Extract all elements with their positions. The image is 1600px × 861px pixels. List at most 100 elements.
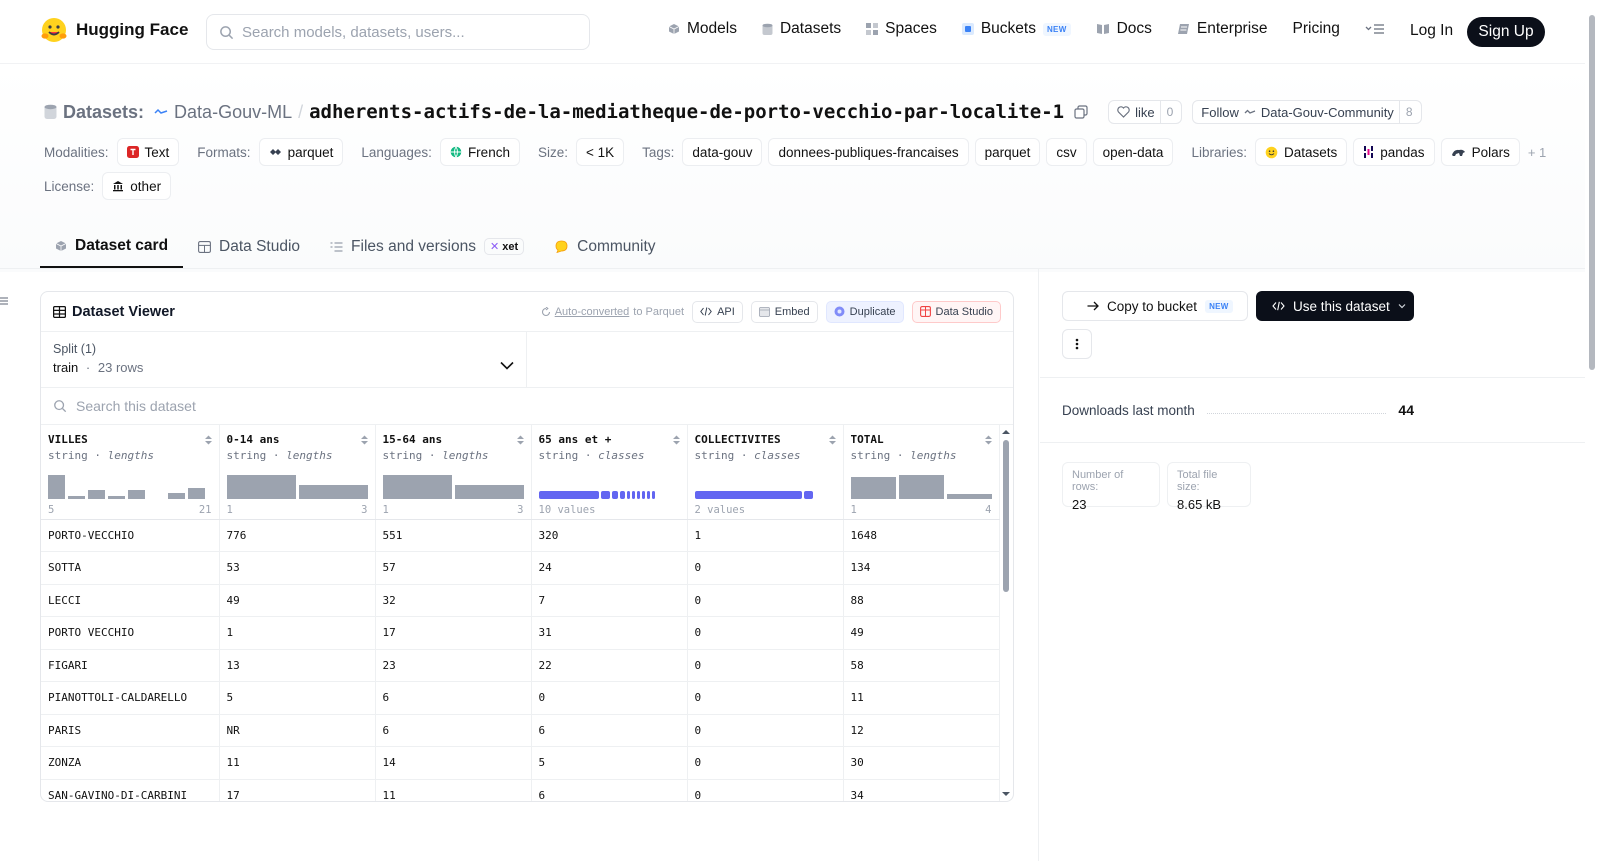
table-cell[interactable]: 14 — [375, 746, 532, 780]
table-cell[interactable]: 1648 — [843, 519, 1000, 552]
table-cell[interactable]: SAN-GAVINO-DI-CARBINI — [41, 779, 220, 801]
table-cell[interactable]: 31 — [531, 616, 688, 650]
tag-item[interactable]: data-gouv — [682, 138, 763, 166]
dataset-search[interactable] — [41, 388, 1013, 425]
tab-community[interactable]: Community — [539, 225, 670, 268]
table-cell[interactable]: 0 — [687, 681, 844, 715]
library-pandas[interactable]: pandas — [1353, 138, 1435, 166]
table-row[interactable]: SAN-GAVINO-DI-CARBINI 17 11 6 0 34 — [41, 779, 1000, 801]
column-header[interactable]: 15-64 ans string · lengths 1 3 — [375, 425, 532, 520]
class-segment[interactable] — [646, 490, 650, 499]
class-segment[interactable] — [626, 490, 630, 499]
follow-button[interactable]: Follow Data-Gouv-Community 8 — [1192, 100, 1422, 124]
table-scrollbar[interactable] — [1001, 428, 1011, 800]
repo-org-link[interactable]: Data-Gouv-ML — [174, 101, 293, 122]
table-cell[interactable]: 53 — [219, 551, 376, 585]
library-polars[interactable]: Polars — [1440, 138, 1520, 166]
table-cell[interactable]: PARIS — [41, 714, 220, 747]
histogram-bar[interactable] — [454, 485, 524, 499]
table-row[interactable]: ZONZA 11 14 5 0 30 — [41, 746, 1000, 780]
column-header[interactable]: TOTAL string · lengths 1 4 — [843, 425, 1000, 520]
scroll-up-icon[interactable] — [1001, 428, 1011, 436]
nav-models[interactable]: Models — [668, 20, 737, 38]
table-row[interactable]: PORTO VECCHIO 1 17 31 0 49 — [41, 616, 1000, 650]
table-cell[interactable]: 0 — [687, 779, 844, 801]
table-cell[interactable]: 34 — [843, 779, 1000, 801]
table-cell[interactable]: 88 — [843, 584, 1000, 617]
tab-data-studio[interactable]: Data Studio — [183, 225, 315, 268]
data-studio-button[interactable]: Data Studio — [911, 300, 1001, 323]
table-cell[interactable]: 11 — [219, 746, 376, 780]
class-segment[interactable] — [636, 490, 640, 499]
sort-icon[interactable] — [516, 434, 525, 446]
table-row[interactable]: FIGARI 13 23 22 0 58 — [41, 649, 1000, 682]
table-row[interactable]: LECCI 49 32 7 0 88 — [41, 584, 1000, 617]
nav-docs[interactable]: Docs — [1096, 20, 1152, 38]
class-segment[interactable] — [619, 490, 625, 499]
class-segment[interactable] — [803, 490, 813, 499]
table-cell[interactable]: 11 — [375, 779, 532, 801]
table-cell[interactable]: 1 — [687, 519, 844, 552]
table-scrollbar-thumb[interactable] — [1003, 440, 1009, 592]
table-cell[interactable]: 0 — [687, 616, 844, 650]
page-scrollbar-thumb[interactable] — [1589, 15, 1595, 370]
table-cell[interactable]: 12 — [843, 714, 1000, 747]
column-header[interactable]: VILLES string · lengths 5 21 — [41, 425, 220, 520]
modality-tag[interactable]: Text — [116, 138, 180, 166]
histogram-bar[interactable] — [88, 489, 105, 499]
table-cell[interactable]: 49 — [843, 616, 1000, 650]
class-segment[interactable] — [611, 490, 618, 499]
size-tag[interactable]: < 1K — [575, 138, 625, 166]
table-cell[interactable]: FIGARI — [41, 649, 220, 682]
brand-logo[interactable]: Hugging Face — [40, 16, 188, 44]
api-button[interactable]: API — [692, 300, 743, 323]
duplicate-button[interactable]: Duplicate — [825, 300, 904, 323]
table-cell[interactable]: 23 — [375, 649, 532, 682]
more-options-button[interactable] — [1062, 329, 1092, 359]
class-segment[interactable] — [641, 490, 645, 499]
histogram-bar[interactable] — [382, 474, 452, 499]
split-selector[interactable]: Split (1) train · 23 rows — [41, 332, 527, 387]
table-row[interactable]: PARIS NR 6 6 0 12 — [41, 714, 1000, 747]
class-segment[interactable] — [600, 490, 610, 499]
table-cell[interactable]: 0 — [687, 551, 844, 585]
histogram-bar[interactable] — [68, 495, 85, 499]
language-tag[interactable]: French — [439, 138, 520, 166]
format-tag[interactable]: parquet — [258, 138, 344, 166]
embed-button[interactable]: Embed — [750, 300, 818, 323]
table-cell[interactable]: 57 — [375, 551, 532, 585]
histogram-bar[interactable] — [226, 474, 296, 499]
table-cell[interactable]: 32 — [375, 584, 532, 617]
class-distribution-bar[interactable] — [538, 490, 655, 499]
side-menu-toggle-icon[interactable] — [0, 296, 10, 306]
histogram-bar[interactable] — [850, 476, 896, 499]
table-cell[interactable]: LECCI — [41, 584, 220, 617]
sort-icon[interactable] — [672, 434, 681, 446]
nav-datasets[interactable]: Datasets — [762, 20, 841, 38]
table-cell[interactable]: 776 — [219, 519, 376, 552]
nav-enterprise[interactable]: Enterprise — [1177, 20, 1268, 38]
nav-spaces[interactable]: Spaces — [866, 20, 937, 38]
histogram-bar[interactable] — [946, 494, 992, 499]
table-cell[interactable]: 24 — [531, 551, 688, 585]
global-search[interactable] — [206, 14, 590, 50]
table-row[interactable]: SOTTA 53 57 24 0 134 — [41, 551, 1000, 585]
sort-icon[interactable] — [360, 434, 369, 446]
copy-to-bucket-button[interactable]: Copy to bucket NEW — [1062, 291, 1248, 321]
table-cell[interactable]: 0 — [687, 584, 844, 617]
libraries-more[interactable]: + 1 — [1527, 144, 1547, 160]
histogram-bar[interactable] — [108, 495, 125, 499]
scroll-down-icon[interactable] — [1001, 790, 1011, 798]
table-cell[interactable]: 0 — [687, 746, 844, 780]
tag-item[interactable]: open-data — [1092, 138, 1174, 166]
table-cell[interactable]: 7 — [531, 584, 688, 617]
copy-icon[interactable] — [1074, 105, 1088, 119]
tab-files[interactable]: Files and versions ✕ xet — [315, 225, 539, 268]
tag-item[interactable]: parquet — [974, 138, 1041, 166]
class-segment[interactable] — [694, 490, 802, 499]
table-row[interactable]: PORTO-VECCHIO 776 551 320 1 1648 — [41, 519, 1000, 552]
table-row[interactable]: PIANOTTOLI-CALDARELLO 5 6 0 0 11 — [41, 681, 1000, 715]
table-cell[interactable]: 6 — [375, 681, 532, 715]
tab-dataset-card[interactable]: Dataset card — [40, 225, 184, 268]
login-link[interactable]: Log In — [1410, 22, 1454, 39]
